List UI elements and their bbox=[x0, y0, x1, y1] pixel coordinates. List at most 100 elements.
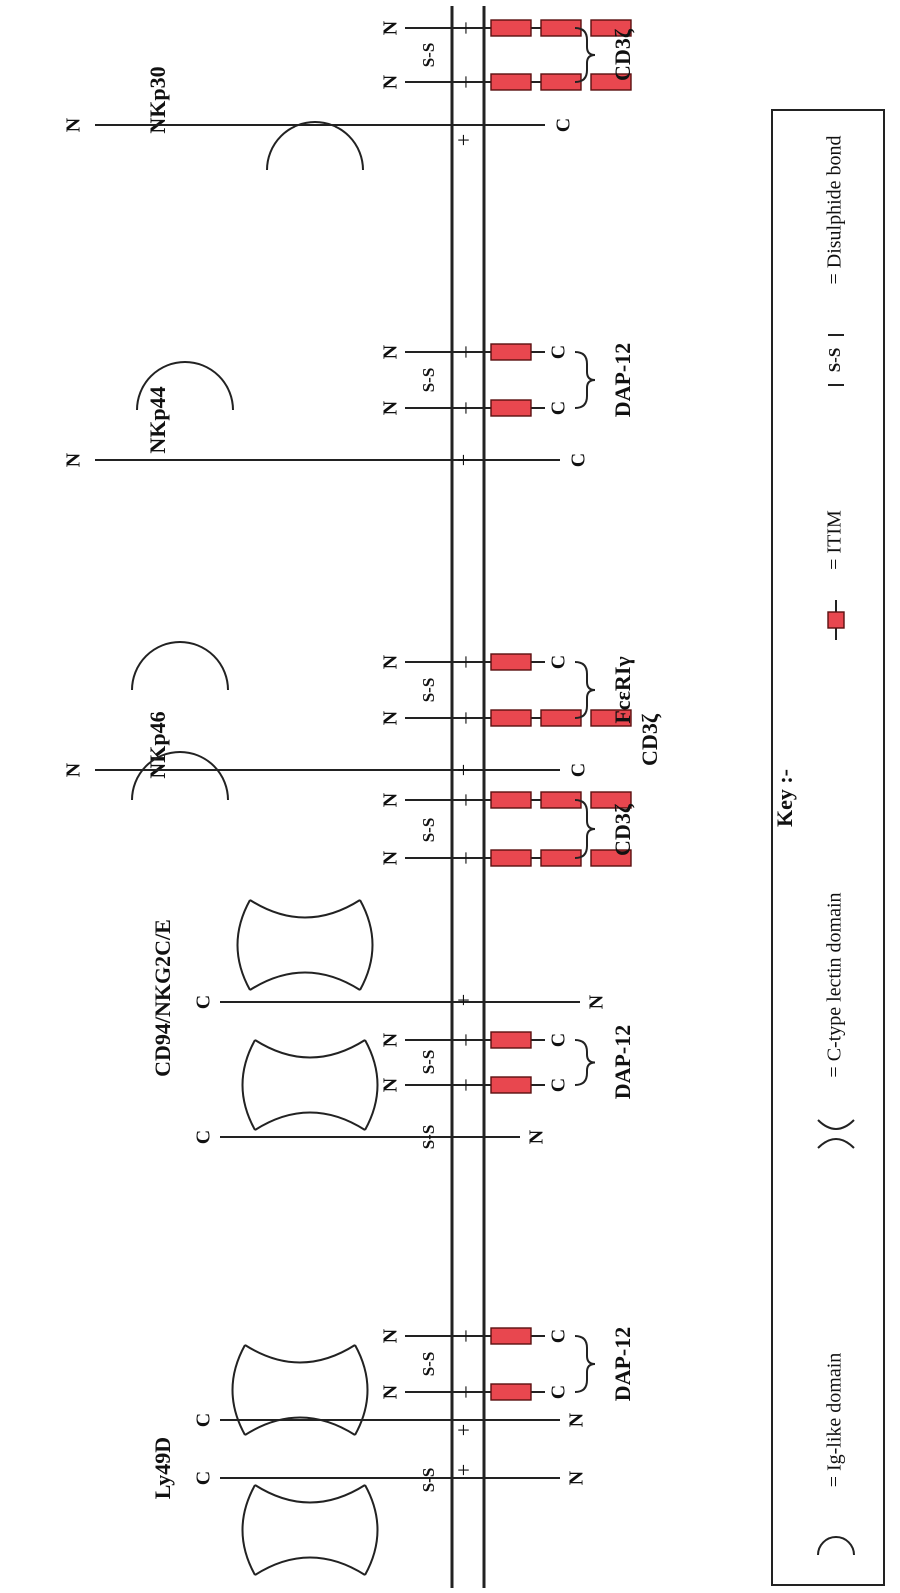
ly49d-lectin-domain-2 bbox=[231, 1344, 369, 1436]
nkp44-ig-domain bbox=[136, 361, 234, 411]
lectin-arc bbox=[244, 1416, 356, 1436]
disulphide-bond-label: S-S bbox=[419, 368, 438, 393]
itim-motif bbox=[590, 849, 632, 867]
lectin-arc bbox=[254, 1484, 366, 1504]
charge-minus: – bbox=[451, 346, 476, 359]
c-terminal-label: C bbox=[548, 1385, 570, 1399]
charge-minus: – bbox=[451, 76, 476, 89]
disulphide-bond-label: S-S bbox=[419, 1352, 438, 1377]
receptor-label-nkp46: NKp46 bbox=[145, 711, 170, 778]
disulphide-bond-label: S-S bbox=[419, 43, 438, 68]
charge-minus: – bbox=[451, 1386, 476, 1399]
key-item-disulphide: = Disulphide bond bbox=[824, 135, 846, 284]
charge-plus: + bbox=[451, 1464, 476, 1476]
lectin-arc bbox=[254, 1556, 366, 1576]
disulphide-bond-label: S-S bbox=[419, 1125, 438, 1150]
n-terminal-label: N bbox=[380, 850, 402, 865]
itim-motif bbox=[490, 709, 532, 727]
itim-motif bbox=[590, 791, 632, 809]
key-lectin-icon bbox=[817, 1119, 855, 1149]
charge-minus: – bbox=[451, 1079, 476, 1092]
disulphide-bond-label: S-S bbox=[419, 1050, 438, 1075]
n-terminal-label: N bbox=[380, 344, 402, 359]
c-terminal-label: C bbox=[568, 453, 590, 467]
lectin-arc bbox=[241, 1484, 256, 1576]
charge-minus: – bbox=[451, 1330, 476, 1343]
lectin-arc bbox=[236, 899, 251, 991]
n-terminal-label: N bbox=[526, 1129, 548, 1144]
key-itim-icon bbox=[827, 611, 845, 629]
n-terminal-label: N bbox=[566, 1470, 588, 1485]
charge-minus: – bbox=[451, 712, 476, 725]
n-terminal-label: N bbox=[63, 117, 85, 132]
charge-plus: + bbox=[451, 994, 476, 1006]
n-terminal-label: N bbox=[380, 792, 402, 807]
receptor-label-ly49d: Ly49D bbox=[150, 1437, 175, 1499]
adaptor-brace bbox=[574, 351, 596, 409]
ly49d-lectin-domain-1 bbox=[241, 1484, 379, 1576]
lectin-arc bbox=[241, 1039, 256, 1131]
n-terminal-label: N bbox=[380, 1032, 402, 1047]
adaptor-brace bbox=[574, 1335, 596, 1393]
lectin-arc bbox=[249, 971, 361, 991]
lectin-arc bbox=[364, 1039, 379, 1131]
lectin-arc bbox=[364, 1484, 379, 1576]
adaptor-label-cd3z: CD3ζ bbox=[610, 28, 635, 81]
c-terminal-label: C bbox=[548, 345, 570, 359]
key-item-ig-like: = Ig-like domain bbox=[824, 1353, 846, 1488]
itim-motif bbox=[490, 343, 532, 361]
charge-minus: – bbox=[451, 1034, 476, 1047]
itim-motif bbox=[490, 1327, 532, 1345]
adaptor-label-cd3z: CD3ζ bbox=[610, 803, 635, 856]
n-terminal-label: N bbox=[566, 1412, 588, 1427]
key-item-lectin: = C-type lectin domain bbox=[824, 892, 846, 1077]
disulphide-bond-label: S-S bbox=[419, 678, 438, 703]
adaptor-brace bbox=[574, 1039, 596, 1086]
c-terminal-label: C bbox=[553, 118, 575, 132]
nkp30-ig-domain bbox=[266, 121, 364, 171]
n-terminal-label: N bbox=[380, 20, 402, 35]
lectin-arc bbox=[254, 1039, 366, 1059]
itim-motif bbox=[490, 791, 532, 809]
c-terminal-label: C bbox=[548, 655, 570, 669]
lectin-arc bbox=[249, 899, 361, 919]
charge-plus: + bbox=[451, 454, 476, 466]
nkp46-ig-domain-1 bbox=[131, 751, 229, 801]
receptor-label-nkp30: NKp30 bbox=[145, 66, 170, 133]
charge-minus: – bbox=[451, 22, 476, 35]
charge-plus: + bbox=[451, 1424, 476, 1436]
c-terminal-label: C bbox=[548, 401, 570, 415]
adaptor-brace bbox=[574, 27, 596, 83]
c-terminal-label: C bbox=[548, 1033, 570, 1047]
c-terminal-label: C bbox=[548, 1078, 570, 1092]
itim-motif bbox=[490, 653, 532, 671]
itim-motif bbox=[490, 19, 532, 37]
lectin-arc bbox=[244, 1344, 356, 1364]
itim-motif bbox=[490, 1076, 532, 1094]
key-item-itim: = ITIM bbox=[824, 510, 846, 570]
n-terminal-label: N bbox=[380, 400, 402, 415]
n-terminal-label: N bbox=[380, 74, 402, 89]
cd94-lectin-domain-1 bbox=[241, 1039, 379, 1131]
key-title: Key :- bbox=[772, 769, 797, 827]
c-terminal-label: C bbox=[193, 995, 215, 1009]
adaptor-label-dap12: DAP-12 bbox=[610, 1327, 635, 1402]
adaptor-label-dap12: DAP-12 bbox=[610, 343, 635, 418]
itim-motif bbox=[490, 849, 532, 867]
charge-minus: – bbox=[451, 852, 476, 865]
nkp46-ig-domain-2 bbox=[131, 641, 229, 691]
n-terminal-label: N bbox=[380, 1328, 402, 1343]
n-terminal-label: N bbox=[380, 1077, 402, 1092]
n-terminal-label: N bbox=[380, 710, 402, 725]
lectin-arc bbox=[254, 1111, 366, 1131]
itim-motif bbox=[590, 709, 632, 727]
c-terminal-label: C bbox=[193, 1471, 215, 1485]
charge-minus: – bbox=[451, 656, 476, 669]
cd94-lectin-domain-2 bbox=[236, 899, 374, 991]
charge-plus: + bbox=[451, 134, 476, 146]
itim-motif bbox=[490, 73, 532, 91]
c-terminal-label: C bbox=[193, 1413, 215, 1427]
itim-motif bbox=[590, 73, 632, 91]
